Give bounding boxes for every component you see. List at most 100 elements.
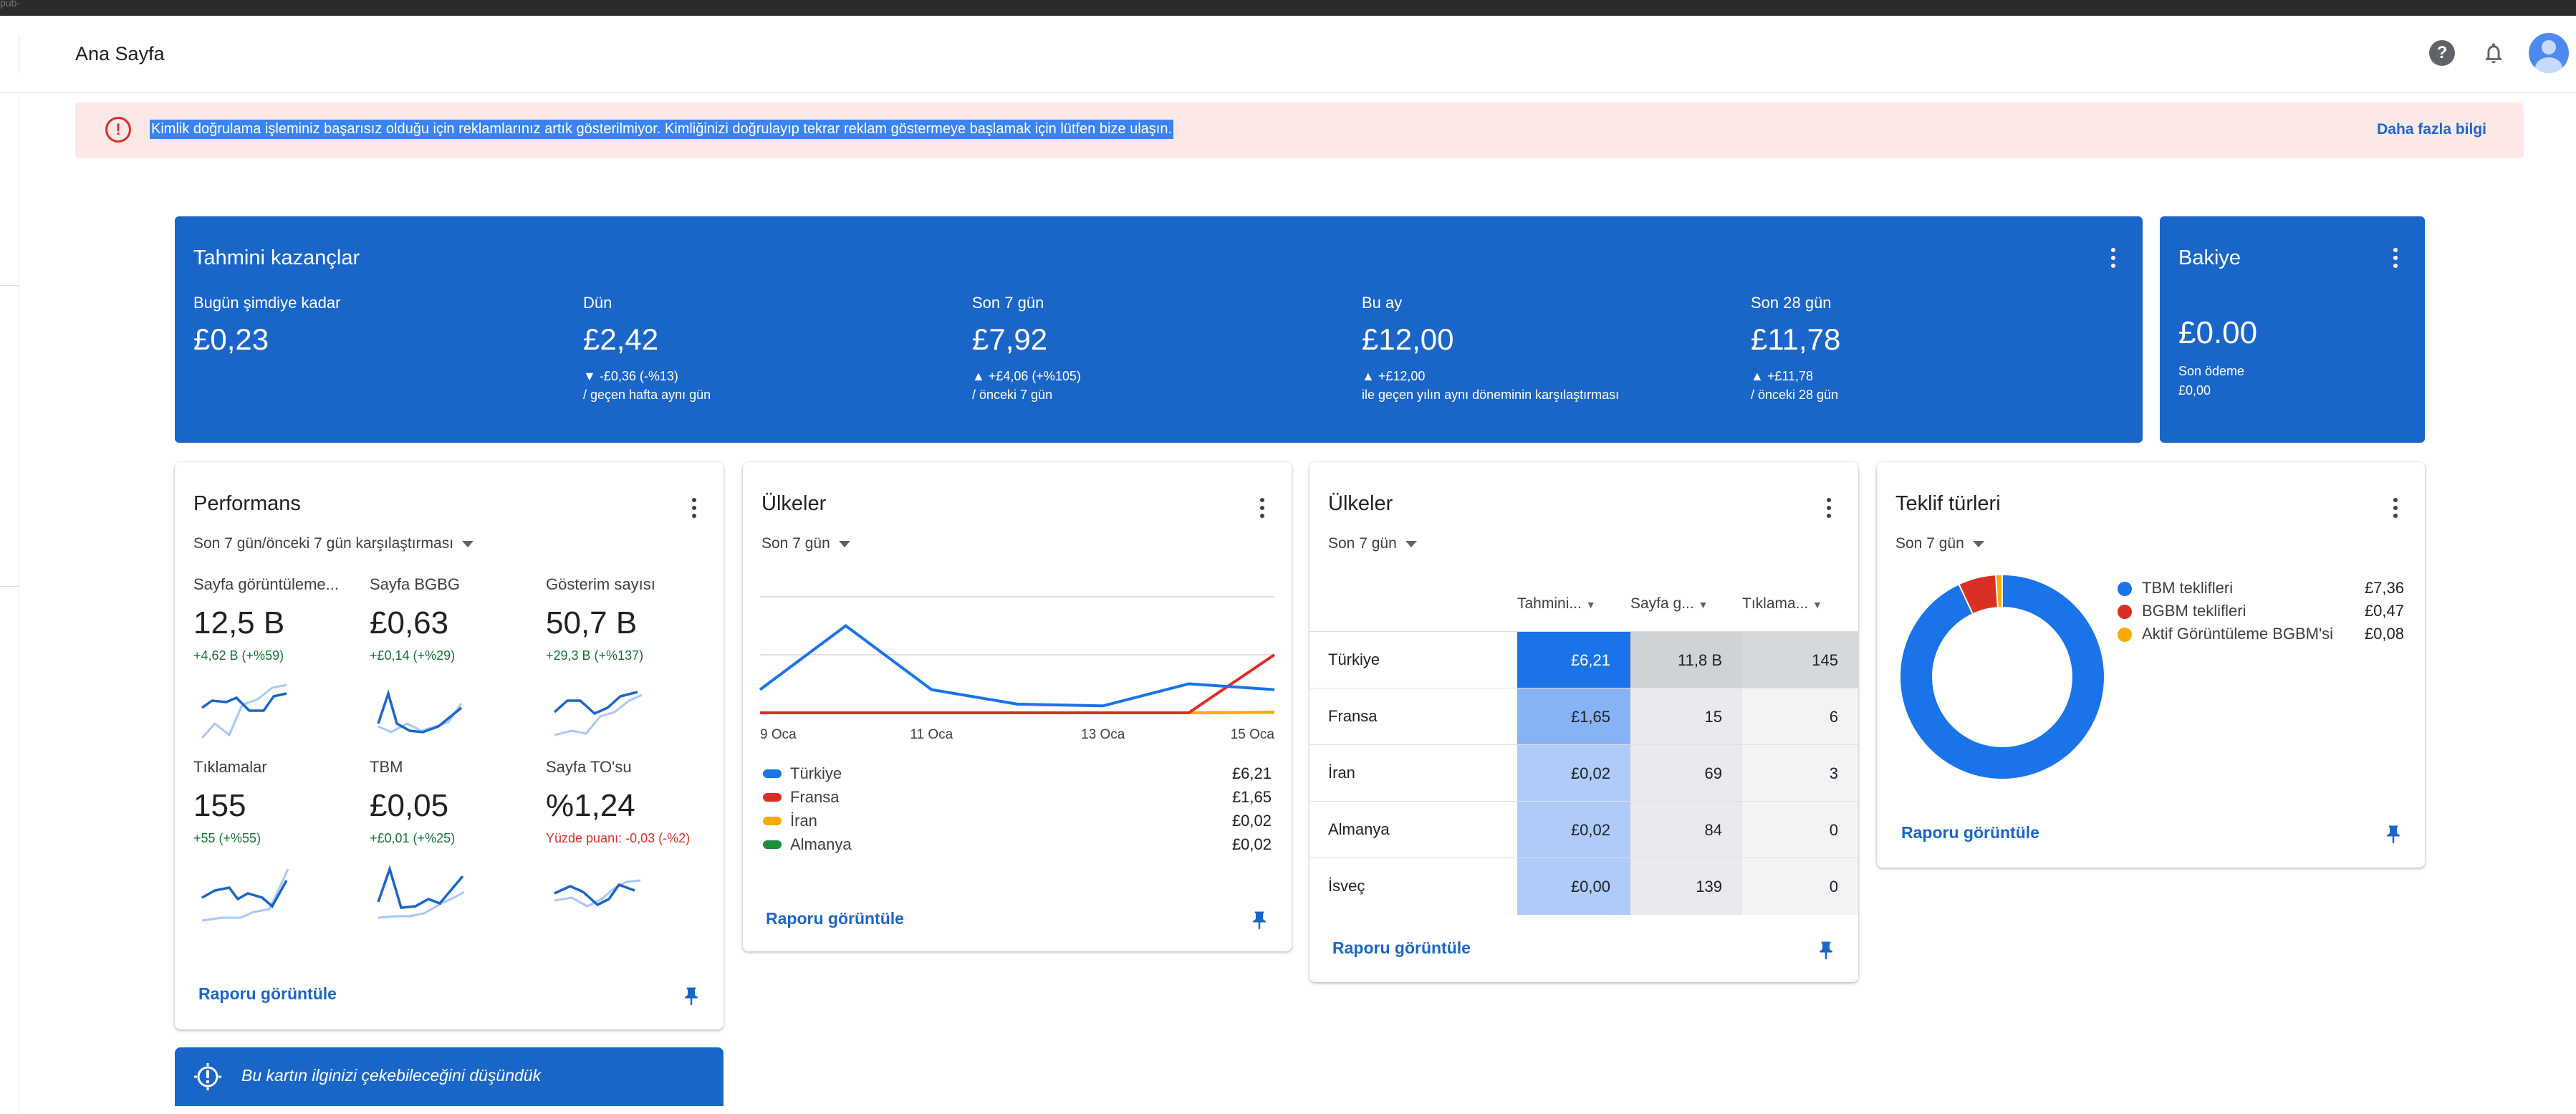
legend-swatch: [2118, 582, 2132, 596]
cell-pageviews: 11,8 B: [1630, 632, 1742, 688]
legend-swatch: [763, 769, 782, 778]
donut-legend-item: BGBM teklifleri £0,47: [2118, 601, 2404, 623]
earnings-metric-last7: Son 7 gün £7,92 ▲ +£4,06 (+%105) / öncek…: [972, 294, 1081, 404]
perf-metric-page-rpm[interactable]: Sayfa BGBG £0,63 +£0,14 (+%29): [370, 575, 534, 744]
legend-item: Almanya £0,02: [763, 834, 1272, 857]
pin-icon[interactable]: [1249, 906, 1270, 935]
earnings-metric-yesterday: Dün £2,42 ▼ -£0,36 (-%13) / geçen hafta …: [583, 294, 711, 404]
period-dropdown[interactable]: Son 7 gün: [761, 535, 850, 552]
legend-item: Türkiye £6,21: [763, 763, 1272, 786]
earnings-compare: / geçen hafta aynı gün: [583, 388, 711, 402]
earnings-compare: / önceki 28 gün: [1751, 388, 1839, 402]
view-report-link[interactable]: Raporu görüntüle: [1901, 823, 2039, 842]
more-options-icon[interactable]: [2385, 244, 2406, 272]
perf-metric-cpc[interactable]: TBM £0,05 +£0,01 (+%25): [370, 758, 534, 926]
earnings-metric-today: Bugün şimdiye kadar £0,23: [193, 294, 341, 356]
series-line-Türkiye: [759, 624, 1275, 708]
slice-separator: [1994, 575, 1999, 608]
perf-metric-impressions[interactable]: Gösterim sayısı 50,7 B +29,3 B (+%137): [546, 575, 711, 744]
sparkline: [377, 865, 465, 919]
more-options-icon[interactable]: [1251, 494, 1273, 522]
x-tick-label: 15 Oca: [1231, 727, 1275, 742]
perf-metric-pageviews[interactable]: Sayfa görüntüleme... 12,5 B +4,62 B (+%5…: [193, 575, 358, 744]
more-options-icon[interactable]: [1818, 494, 1840, 522]
earnings-compare: ile geçen yılın aynı döneminin karşılaşt…: [1362, 388, 1620, 402]
cell-earnings: £1,65: [1517, 688, 1630, 745]
cell-earnings: £0,00: [1517, 858, 1630, 915]
card-title: Bakiye: [2178, 246, 2241, 269]
earnings-change: ▼ -£0,36 (-%13): [583, 369, 678, 383]
balance-value: £0.00: [2178, 315, 2258, 350]
cell-clicks: 6: [1742, 688, 1858, 745]
last-payment-value: £0,00: [2178, 383, 2211, 398]
table-row[interactable]: İran £0,02 69 3: [1309, 744, 1858, 802]
cell-clicks: 3: [1742, 745, 1858, 802]
card-title: Ülkeler: [761, 492, 827, 515]
slice-separator: [1959, 584, 1974, 614]
column-header-pageviews[interactable]: Sayfa g... ▼: [1630, 595, 1708, 612]
sparkline: [554, 879, 641, 908]
lightbulb-icon: [194, 1063, 221, 1090]
error-icon: !: [105, 117, 131, 143]
earnings-change: ▲ +£12,00: [1362, 369, 1426, 383]
sparkline: [201, 683, 287, 739]
perf-metric-clicks[interactable]: Tıklamalar 155 +55 (+%55): [193, 758, 358, 926]
column-header-clicks[interactable]: Tıklama... ▼: [1742, 595, 1822, 612]
dropdown-caret-icon: [1972, 540, 1984, 547]
period-dropdown[interactable]: Son 7 gün: [1328, 535, 1417, 552]
country-name: Fransa: [1328, 707, 1378, 725]
suggestion-card: Bu kartın ilginizi çekebileceğini düşünd…: [175, 1047, 724, 1114]
balance-card: Bakiye £0.00 Son ödeme £0,00: [2160, 216, 2425, 443]
donut-legend-item: Aktif Görüntüleme BGBM'si £0,08: [2118, 624, 2404, 645]
earnings-change: ▲ +£4,06 (+%105): [972, 369, 1081, 383]
pin-icon[interactable]: [681, 982, 702, 1011]
view-report-link[interactable]: Raporu görüntüle: [1332, 938, 1471, 957]
cell-pageviews: 15: [1630, 688, 1742, 745]
earnings-metric-this-month: Bu ay £12,00 ▲ +£12,00 ile geçen yılın a…: [1362, 294, 1619, 404]
more-options-icon[interactable]: [2385, 494, 2406, 522]
dropdown-caret-icon: [462, 540, 474, 547]
view-report-link[interactable]: Raporu görüntüle: [198, 984, 337, 1003]
country-name: İsveç: [1328, 877, 1365, 895]
pin-icon[interactable]: [2383, 820, 2404, 849]
legend-item: Fransa £1,65: [763, 787, 1272, 810]
period-dropdown[interactable]: Son 7 gün: [1895, 535, 1984, 552]
cell-clicks: 0: [1742, 858, 1858, 915]
estimated-earnings-card: Tahmini kazançlar Bugün şimdiye kadar £0…: [175, 216, 2143, 443]
period-dropdown[interactable]: Son 7 gün/önceki 7 gün karşılaştırması: [193, 535, 474, 552]
pin-icon[interactable]: [1815, 936, 1837, 965]
card-title: Ülkeler: [1328, 492, 1393, 515]
table-row[interactable]: İsveç £0,00 139 0: [1309, 858, 1858, 915]
table-row[interactable]: Fransa £1,65 15 6: [1309, 688, 1858, 745]
more-options-icon[interactable]: [2102, 244, 2124, 272]
legend-swatch: [763, 793, 782, 802]
perf-metric-page-ctr[interactable]: Sayfa TO'su %1,24 Yüzde puanı: -0,03 (-%…: [546, 758, 711, 926]
dropdown-caret-icon: [838, 540, 850, 547]
more-options-icon[interactable]: [683, 494, 705, 522]
notifications-button[interactable]: [2476, 36, 2511, 70]
card-title: Performans: [193, 492, 301, 515]
x-tick-label: 13 Oca: [1081, 727, 1125, 742]
cell-earnings: £0,02: [1517, 745, 1630, 802]
country-name: İran: [1328, 764, 1355, 782]
country-name: Türkiye: [1328, 650, 1380, 668]
table-row[interactable]: Almanya £0,02 84 0: [1309, 801, 1858, 858]
earnings-change: ▲ +£11,78: [1751, 369, 1814, 383]
account-avatar[interactable]: [2529, 33, 2569, 73]
table-row[interactable]: Türkiye £6,21 11,8 B 145: [1309, 631, 1858, 688]
countries-chart-card: Ülkeler Son 7 gün 9 Oca 11 Oca 13 Oca 15 Oc…: [743, 462, 1292, 951]
browser-top-strip: pub-: [0, 0, 2576, 16]
column-header-earnings[interactable]: Tahmini... ▼: [1517, 595, 1596, 612]
bell-icon: [2485, 43, 2502, 64]
countries-line-chart: 9 Oca 11 Oca 13 Oca 15 Oca: [759, 596, 1276, 742]
page-title: Ana Sayfa: [75, 43, 165, 64]
learn-more-link[interactable]: Daha fazla bilgi: [2377, 121, 2486, 138]
cell-earnings: £0,02: [1517, 802, 1630, 858]
cell-pageviews: 69: [1630, 745, 1742, 802]
donut-slice-TBM teklifleri: [1900, 575, 2104, 779]
view-report-link[interactable]: Raporu görüntüle: [766, 909, 904, 928]
legend-swatch: [763, 840, 782, 849]
help-button[interactable]: ?: [2425, 36, 2459, 70]
dropdown-caret-icon: [1405, 540, 1417, 547]
